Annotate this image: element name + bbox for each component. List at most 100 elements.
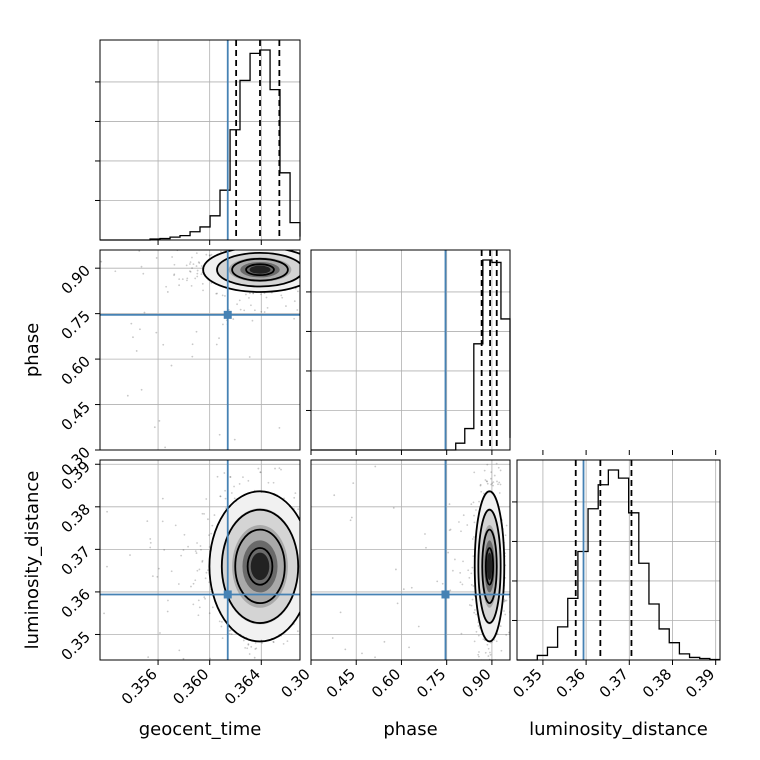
sample-point	[487, 700, 489, 702]
sample-point	[182, 657, 185, 660]
sample-point	[191, 343, 194, 346]
sample-point	[490, 471, 493, 474]
sample-point	[157, 567, 160, 570]
sample-point	[229, 629, 232, 632]
sample-point	[281, 296, 284, 299]
sample-point	[304, 276, 306, 278]
sample-point	[269, 702, 271, 704]
sample-point	[517, 567, 519, 569]
sample-point	[196, 272, 199, 275]
sample-point	[223, 247, 225, 249]
sample-point	[129, 554, 131, 556]
sample-point	[467, 569, 470, 572]
sample-point	[284, 247, 286, 249]
sample-point	[149, 546, 152, 549]
contour-line	[246, 547, 274, 586]
sample-point	[292, 232, 294, 234]
sample-point	[194, 579, 197, 582]
sample-point	[482, 638, 485, 641]
sample-point	[190, 585, 192, 588]
sample-point	[182, 549, 185, 551]
sample-point	[470, 604, 473, 607]
sample-point	[301, 621, 303, 623]
sample-point	[228, 632, 231, 635]
sample-point	[151, 575, 154, 578]
sample-point	[205, 498, 208, 500]
sample-point	[317, 288, 319, 290]
sample-point	[282, 642, 285, 645]
sample-point	[493, 400, 495, 402]
sample-point	[331, 560, 333, 562]
sample-point	[458, 521, 460, 523]
x-axis-label: phase	[383, 719, 437, 740]
sample-point	[240, 667, 242, 669]
sample-point	[216, 475, 219, 478]
sample-point	[335, 255, 337, 257]
sample-point	[425, 546, 427, 549]
sample-point	[480, 490, 483, 493]
sample-point	[272, 641, 275, 644]
sample-point	[468, 604, 471, 606]
sample-point	[302, 276, 304, 278]
sample-point	[146, 520, 149, 523]
sample-point	[338, 558, 340, 560]
sample-point	[333, 494, 336, 497]
sample-point	[395, 568, 397, 571]
sample-point	[302, 297, 304, 299]
sample-point	[417, 625, 420, 628]
sample-point	[201, 282, 204, 285]
sample-point	[286, 208, 288, 210]
sample-point	[286, 668, 288, 670]
sample-point	[343, 252, 345, 254]
sample-point	[304, 532, 306, 534]
sample-point	[350, 516, 353, 519]
sample-point	[304, 543, 306, 545]
sample-point	[192, 263, 195, 266]
sample-point	[253, 309, 256, 312]
sample-point	[192, 582, 195, 585]
contour-line	[202, 250, 300, 293]
sample-point	[249, 292, 251, 295]
sample-point	[301, 269, 303, 271]
sample-point	[285, 245, 287, 247]
sample-point	[186, 277, 189, 280]
sample-point	[486, 666, 488, 668]
sample-point	[202, 289, 204, 292]
sample-point	[262, 419, 264, 421]
sample-point	[210, 253, 213, 256]
sample-point	[215, 292, 218, 295]
sample-point	[251, 319, 254, 322]
sample-point	[300, 277, 302, 279]
sample-point	[318, 611, 320, 613]
sample-point	[341, 559, 343, 561]
contour-line	[220, 508, 300, 624]
sample-point	[254, 642, 257, 644]
sample-point	[260, 310, 263, 313]
sample-point	[229, 476, 232, 478]
x-tick-label: 0.60	[368, 665, 404, 701]
sample-point	[207, 569, 209, 572]
sample-point	[272, 640, 275, 643]
y-tick-label: 0.60	[58, 352, 94, 388]
sample-point	[477, 655, 480, 658]
y-tick-label: 0.36	[58, 585, 94, 621]
sample-point	[337, 253, 339, 255]
sample-point	[155, 257, 158, 259]
sample-point	[191, 256, 193, 259]
sample-point	[325, 277, 327, 279]
sample-point	[221, 637, 224, 640]
sample-point	[200, 273, 203, 276]
sample-point	[449, 589, 452, 592]
sample-point	[194, 277, 197, 280]
sample-point	[265, 678, 267, 680]
sample-point	[205, 571, 208, 574]
sample-point	[209, 657, 211, 660]
sample-point	[216, 292, 218, 295]
sample-point	[361, 652, 363, 655]
sample-point	[333, 541, 335, 543]
sample-point	[319, 251, 321, 253]
sample-point	[484, 651, 487, 654]
histogram-panel-geocent_time	[99, 39, 301, 241]
sample-point	[497, 483, 499, 486]
